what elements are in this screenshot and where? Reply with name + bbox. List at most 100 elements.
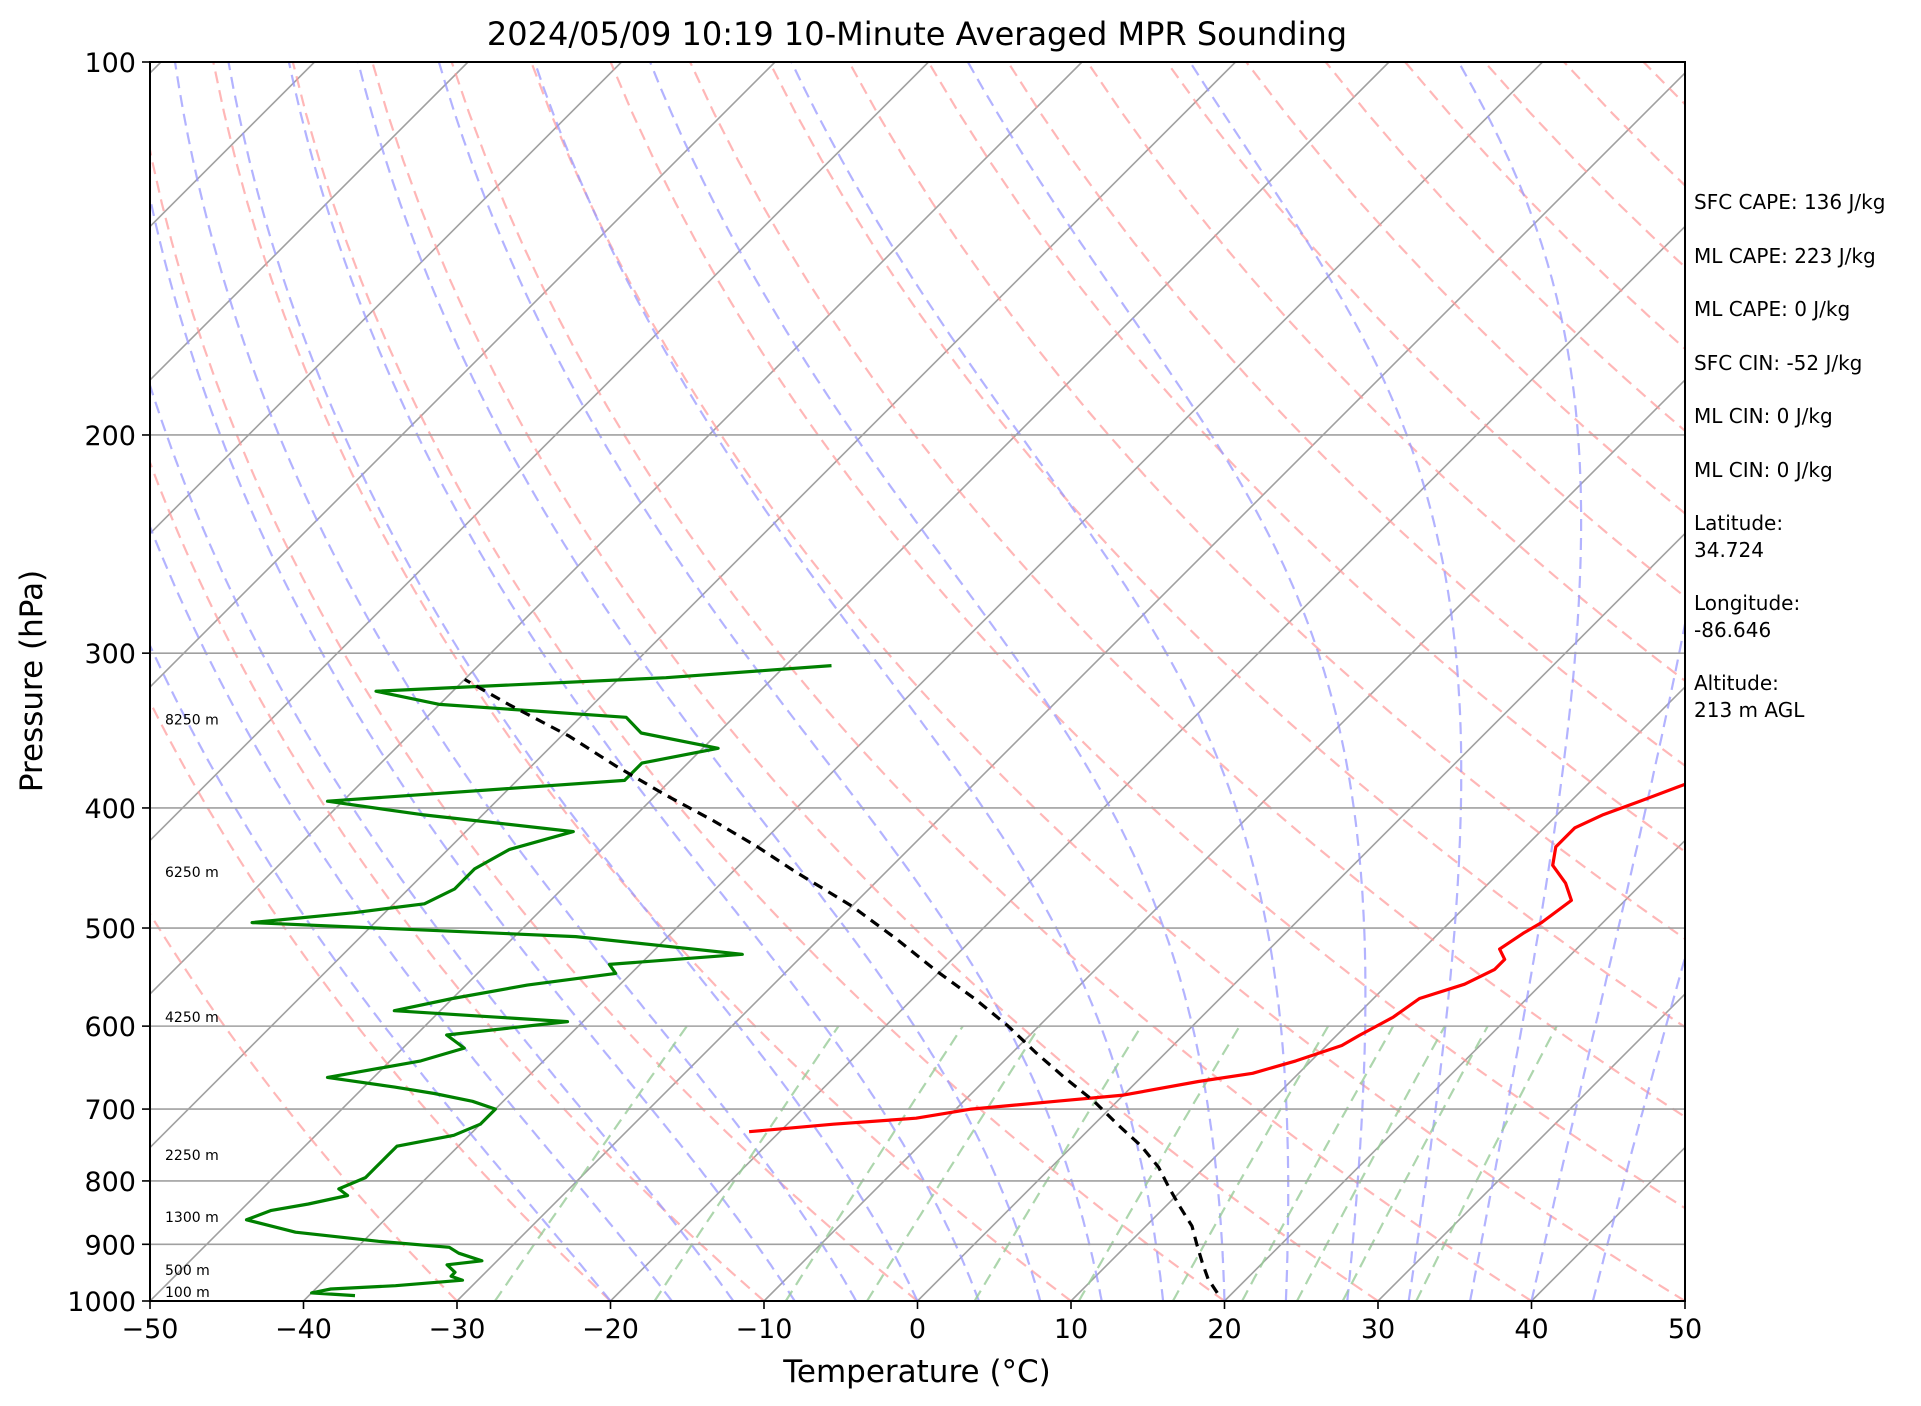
isotherm-line [302,62,1544,1301]
background-lines [0,62,1685,1301]
temperature-profile [748,782,1685,1134]
isotherm-line [150,62,623,535]
y-tick-label: 800 [84,1167,136,1198]
moist-adiabat [1591,953,1685,1301]
y-axis: 100 200 300 400 500 600 700 800 900 1000 [67,48,150,1318]
sfc-cin-text: SFC CIN: -52 J/kg [1694,351,1862,375]
x-axis: −50 −40 −30 −20 −10 0 10 20 30 40 50 [122,1301,1702,1345]
y-tick-label: 700 [84,1095,136,1126]
y-tick-label: 400 [84,794,136,825]
latitude-label: Latitude: [1694,511,1783,535]
altitude-label: Altitude: [1694,671,1779,695]
isobar-grid [150,62,1685,1301]
x-tick-label: −40 [275,1314,332,1345]
height-label: 2250 m [165,1148,219,1164]
dry-adiabat [291,62,1226,1301]
x-tick-label: −10 [736,1314,793,1345]
isotherm-line [1377,992,1685,1301]
info-panel: SFC CAPE: 136 J/kg ML CAPE: 223 J/kg ML … [1694,190,1885,722]
mixing-ratio-line [1415,1025,1558,1301]
dry-adiabat [212,62,1072,1301]
isotherm-line [1223,839,1685,1301]
y-tick-label: 1000 [67,1287,136,1318]
x-tick-label: 10 [1054,1314,1088,1345]
longitude-value: -86.646 [1694,618,1771,642]
dry-adiabat [150,911,458,1301]
sounding-profiles [244,664,1685,1298]
moist-adiabat [1457,62,1583,1301]
isotherm-line [1070,685,1685,1301]
isotherm-line [150,62,930,842]
mixing-ratio-line [973,1025,1143,1301]
ml-cape-text-2: ML CAPE: 0 J/kg [1694,297,1850,321]
x-tick-label: −50 [122,1314,179,1345]
dry-adiabat [768,62,1685,1029]
dewpoint-profile [244,664,832,1298]
ml-cape-text: ML CAPE: 223 J/kg [1694,244,1876,268]
ml-cin-text: ML CIN: 0 J/kg [1694,404,1833,428]
dry-adiabat [530,62,1685,1301]
mixing-ratio-line [1171,1025,1330,1301]
mixing-ratio-line [866,1025,1041,1301]
altitude-value: 213 m AGL [1694,698,1805,722]
dry-adiabat [150,699,612,1301]
height-label: 6250 m [165,865,219,881]
chart-title: 2024/05/09 10:19 10-Minute Averaged MPR … [487,15,1347,53]
dry-adiabat [927,62,1685,854]
moist-adiabat [150,381,735,1301]
isotherm-line [0,62,8,1301]
y-tick-label: 600 [84,1012,136,1043]
height-label: 8250 m [165,712,219,728]
dry-adiabat [848,62,1685,941]
y-tick-label: 900 [84,1230,136,1261]
moist-adiabat [287,62,980,1301]
isotherm-line [150,62,1083,996]
height-label: 100 m [165,1285,210,1301]
x-tick-label: 50 [1668,1314,1702,1345]
isotherm-line [763,378,1685,1301]
moist-adiabat [173,62,858,1301]
moist-adiabat [966,62,1367,1301]
x-tick-label: 0 [909,1314,926,1345]
dry-adiabat [609,62,1685,1210]
mixing-ratio-line [494,1025,688,1301]
sfc-cape-text: SFC CAPE: 136 J/kg [1694,190,1885,214]
x-tick-label: −20 [582,1314,639,1345]
isotherm-line [150,62,1390,1301]
moist-adiabat [790,62,1290,1301]
dry-adiabat [450,62,1533,1301]
y-axis-label: Pressure (hPa) [14,570,50,792]
height-label: 1300 m [165,1210,219,1226]
height-label: 500 m [165,1263,210,1279]
isotherm-line [609,225,1685,1301]
dry-adiabat [150,459,765,1301]
y-tick-label: 200 [84,421,136,452]
moist-adiabat [533,62,1165,1301]
isotherm-line [150,62,469,382]
x-tick-label: −30 [429,1314,486,1345]
moist-adiabat [150,192,796,1301]
dry-adiabat [689,62,1685,1119]
moist-adiabat [1530,618,1685,1301]
moist-adiabat [437,62,1103,1301]
parcel-profile [463,678,1219,1294]
latitude-value: 34.724 [1694,538,1764,562]
height-labels: 100 m 500 m 1300 m 2250 m 4250 m 6250 m 8250 m [165,712,219,1301]
moist-adiabat [1189,62,1463,1301]
x-tick-label: 30 [1361,1314,1395,1345]
y-tick-label: 300 [84,639,136,670]
dry-adiabat [371,62,1379,1301]
x-tick-label: 20 [1207,1314,1241,1345]
moist-adiabat [227,62,919,1301]
plot-frame [149,61,1686,1302]
y-tick-label: 100 [84,48,136,79]
longitude-label: Longitude: [1694,591,1800,615]
ml-cin-text-2: ML CIN: 0 J/kg [1694,458,1833,482]
height-label: 4250 m [165,1010,219,1026]
isotherm-line [150,62,776,689]
mixing-ratio-line [784,1025,964,1301]
moist-adiabat [649,62,1226,1301]
y-tick-label: 500 [84,914,136,945]
isotherm-line [456,71,1685,1301]
